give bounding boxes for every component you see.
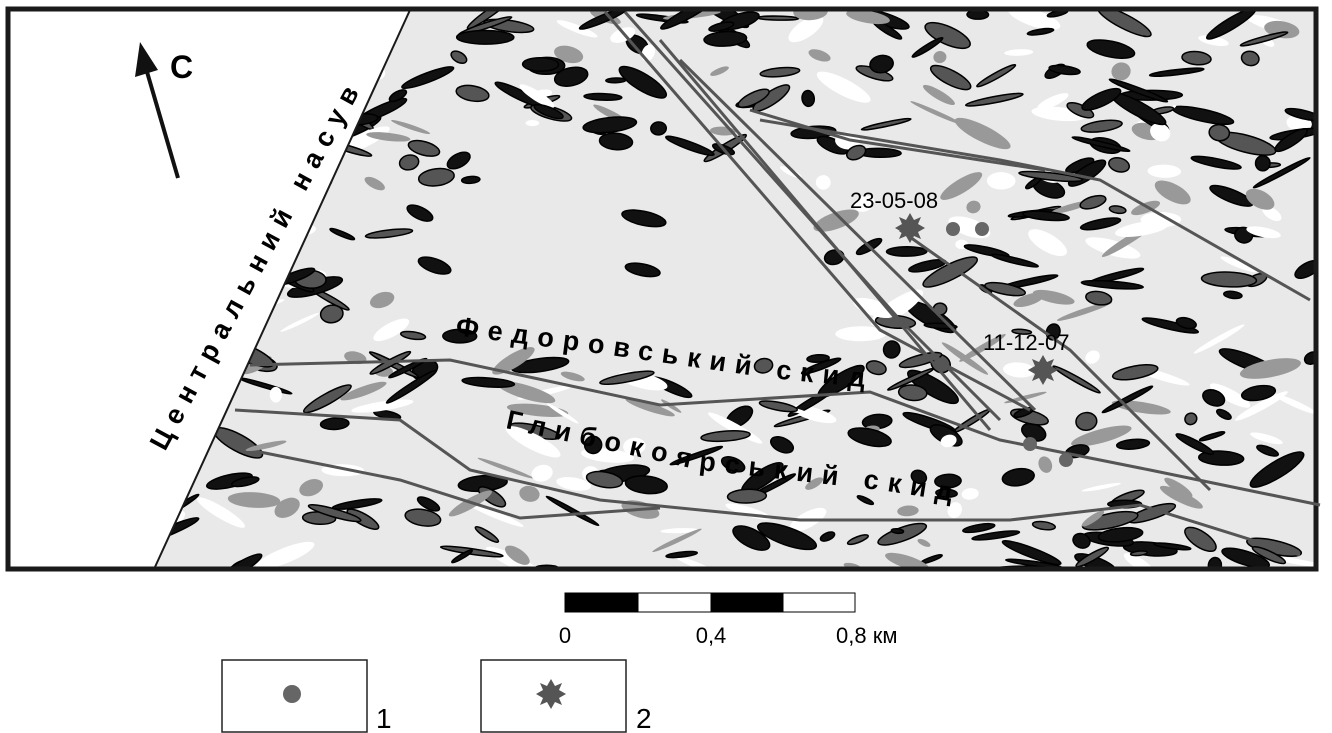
texture-blob xyxy=(218,156,264,169)
scale-bar: 0 0,4 0,8 км xyxy=(559,593,898,648)
texture-blob xyxy=(886,247,926,257)
texture-blob xyxy=(230,162,256,184)
texture-blob xyxy=(261,106,306,135)
texture-blob xyxy=(272,98,296,114)
scale-label: 0 xyxy=(559,623,571,648)
scale-label: 0,4 xyxy=(696,623,727,648)
texture-blob xyxy=(233,169,280,178)
event-label: 23-05-08 xyxy=(850,188,938,213)
texture-blob xyxy=(226,125,288,158)
event-dot xyxy=(1023,437,1037,451)
texture-blob xyxy=(288,30,306,49)
texture-blob xyxy=(350,10,376,32)
north-label: С xyxy=(170,49,193,85)
texture-blob xyxy=(522,57,558,71)
texture-blob xyxy=(606,78,626,83)
texture-blob xyxy=(168,264,222,307)
legend: 1 2 xyxy=(222,660,652,733)
texture-blob xyxy=(650,121,666,135)
texture-blob xyxy=(228,102,243,120)
texture-blob xyxy=(727,489,766,504)
texture-blob xyxy=(270,64,300,87)
event-dot xyxy=(946,222,960,236)
texture-blob xyxy=(283,29,342,35)
texture-blob xyxy=(284,52,302,69)
texture-blob xyxy=(584,93,622,101)
legend-label: 1 xyxy=(376,703,392,733)
texture-blob xyxy=(254,25,271,40)
texture-blob xyxy=(987,172,1016,190)
texture-blob xyxy=(212,45,244,64)
texture-blob xyxy=(174,132,217,162)
texture-blob xyxy=(197,9,227,27)
texture-blob xyxy=(185,113,234,126)
texture-blob xyxy=(457,30,514,44)
event-label: 11-12-07 xyxy=(983,330,1069,355)
texture-blob xyxy=(212,150,244,168)
map-figure: С Центральний насув Федоровський скид Гл… xyxy=(0,0,1332,733)
event-star xyxy=(895,213,925,243)
texture-blob xyxy=(225,126,252,137)
scale-label: 0,8 км xyxy=(836,623,897,648)
texture-blob xyxy=(225,232,251,251)
legend-label: 2 xyxy=(636,703,652,733)
event-star xyxy=(1028,355,1058,385)
texture-blob xyxy=(270,387,282,403)
event-dot xyxy=(975,222,989,236)
texture-blob xyxy=(139,454,188,472)
north-arrow: С xyxy=(135,42,193,178)
texture-blob xyxy=(210,64,270,93)
texture-blob xyxy=(136,519,164,533)
texture-blob xyxy=(235,103,280,119)
texture-blob xyxy=(140,348,164,363)
texture-blob xyxy=(891,528,904,534)
texture-blob xyxy=(1255,155,1271,171)
texture-blob xyxy=(757,16,798,21)
texture-blob xyxy=(190,243,233,273)
map-texture xyxy=(122,0,1332,584)
texture-blob xyxy=(315,28,342,44)
event-dot xyxy=(1059,453,1073,467)
